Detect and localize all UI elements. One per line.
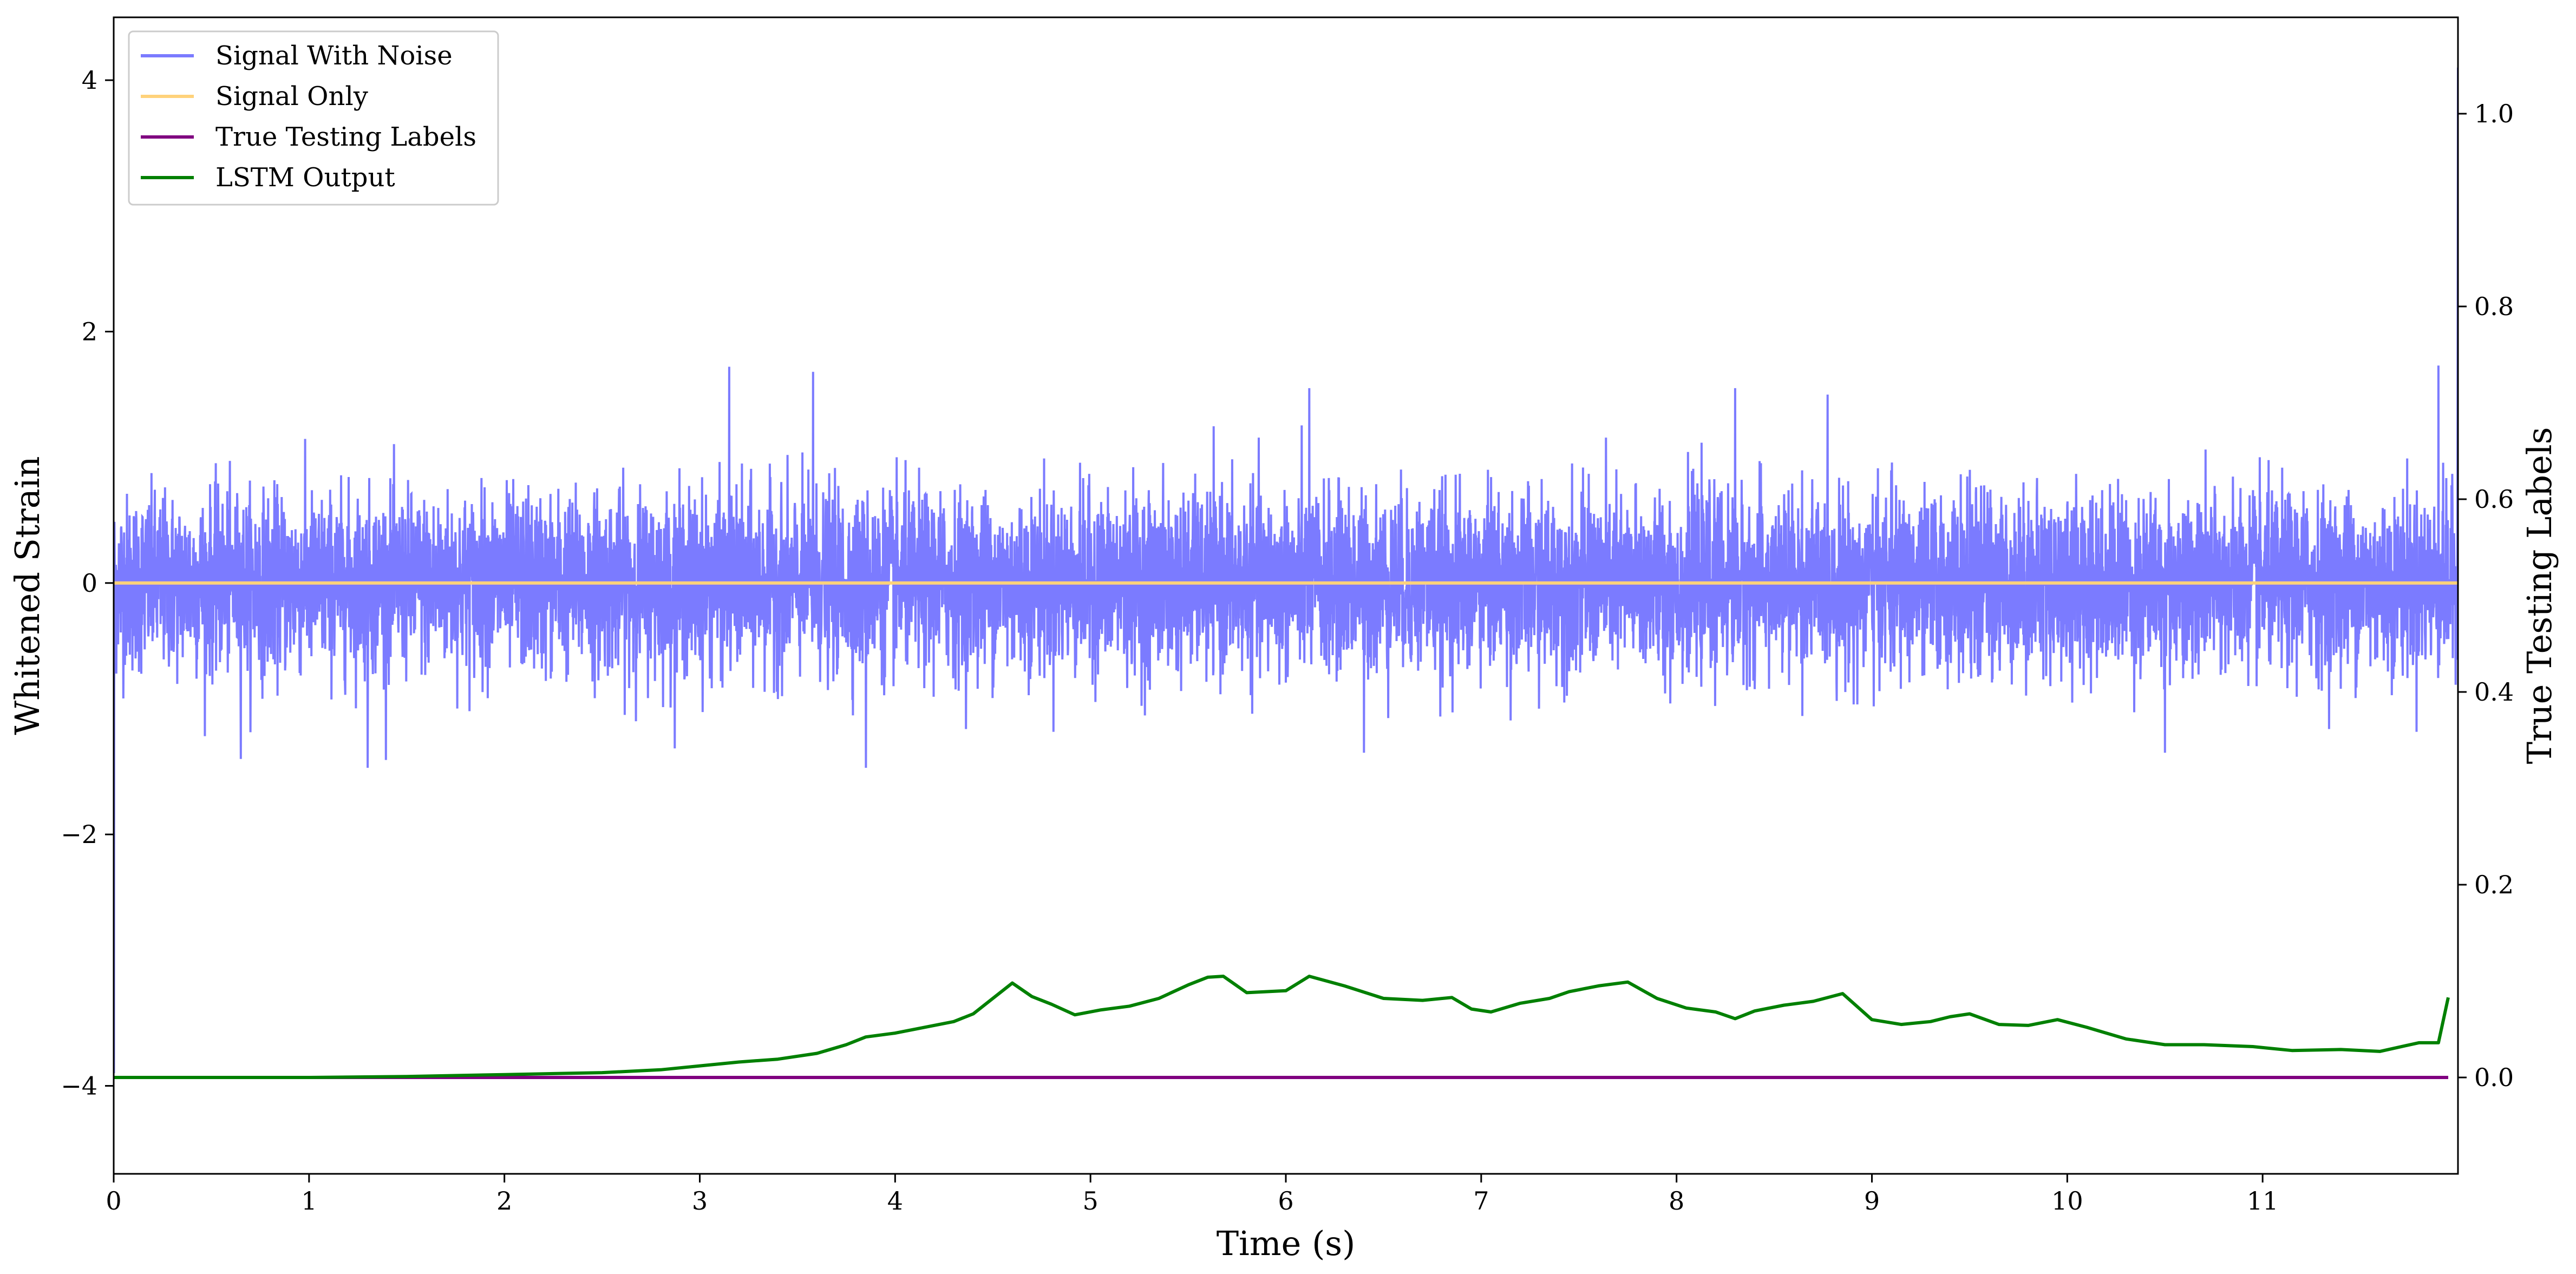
y2-tick-label: 0.6: [2474, 485, 2514, 514]
legend-label-lstm-output: LSTM Output: [215, 162, 395, 193]
x-tick-label: 0: [106, 1186, 121, 1216]
x-tick-label: 5: [1083, 1186, 1099, 1216]
y2-axis-label: True Testing Labels: [2520, 427, 2559, 765]
x-tick-label: 8: [1669, 1186, 1684, 1216]
legend-box: [128, 30, 499, 206]
plot-layer: [114, 67, 2458, 1079]
x-tick-label: 3: [692, 1186, 708, 1216]
y-axis-label: Whitened Strain: [8, 456, 47, 735]
x-tick-label: 10: [2051, 1186, 2083, 1216]
y-tick-label: 0: [82, 569, 97, 598]
legend-label-signal-only: Signal Only: [215, 81, 368, 112]
legend: Signal With Noise Signal Only True Testing…: [128, 30, 499, 206]
y-tick-label: −4: [61, 1071, 97, 1100]
y2-axis-ticks: 0.0 0.2 0.4 0.6 0.8 1.0: [2458, 99, 2514, 1092]
x-axis-ticks: 0 1 2 3 4 5 6 7 8 9 10 11: [106, 1174, 2278, 1216]
y-tick-label: 2: [82, 317, 97, 346]
series-line-signal-with-noise: [114, 67, 2458, 1074]
x-tick-label: 4: [887, 1186, 903, 1216]
series-line-lstm-output: [114, 975, 2450, 1079]
legend-label-signal-with-noise: Signal With Noise: [215, 41, 453, 71]
x-tick-label: 6: [1278, 1186, 1293, 1216]
legend-label-true-testing-labels: True Testing Labels: [215, 122, 476, 152]
x-tick-label: 7: [1473, 1186, 1489, 1216]
y2-tick-label: 0.2: [2474, 870, 2514, 899]
x-tick-label: 11: [2247, 1186, 2279, 1216]
y-axis-ticks: −4 −2 0 2 4: [61, 66, 114, 1100]
x-axis-label: Time (s): [1217, 1224, 1356, 1263]
y-tick-label: −2: [61, 820, 97, 849]
y2-tick-label: 0.4: [2474, 677, 2514, 707]
y2-tick-label: 0.8: [2474, 292, 2514, 321]
y2-tick-label: 1.0: [2474, 99, 2514, 128]
y-tick-label: 4: [82, 66, 97, 95]
x-tick-label: 1: [301, 1186, 317, 1216]
x-tick-label: 9: [1864, 1186, 1880, 1216]
y2-tick-label: 0.0: [2474, 1063, 2514, 1092]
x-tick-label: 2: [496, 1186, 512, 1216]
series-group: [114, 67, 2458, 1079]
